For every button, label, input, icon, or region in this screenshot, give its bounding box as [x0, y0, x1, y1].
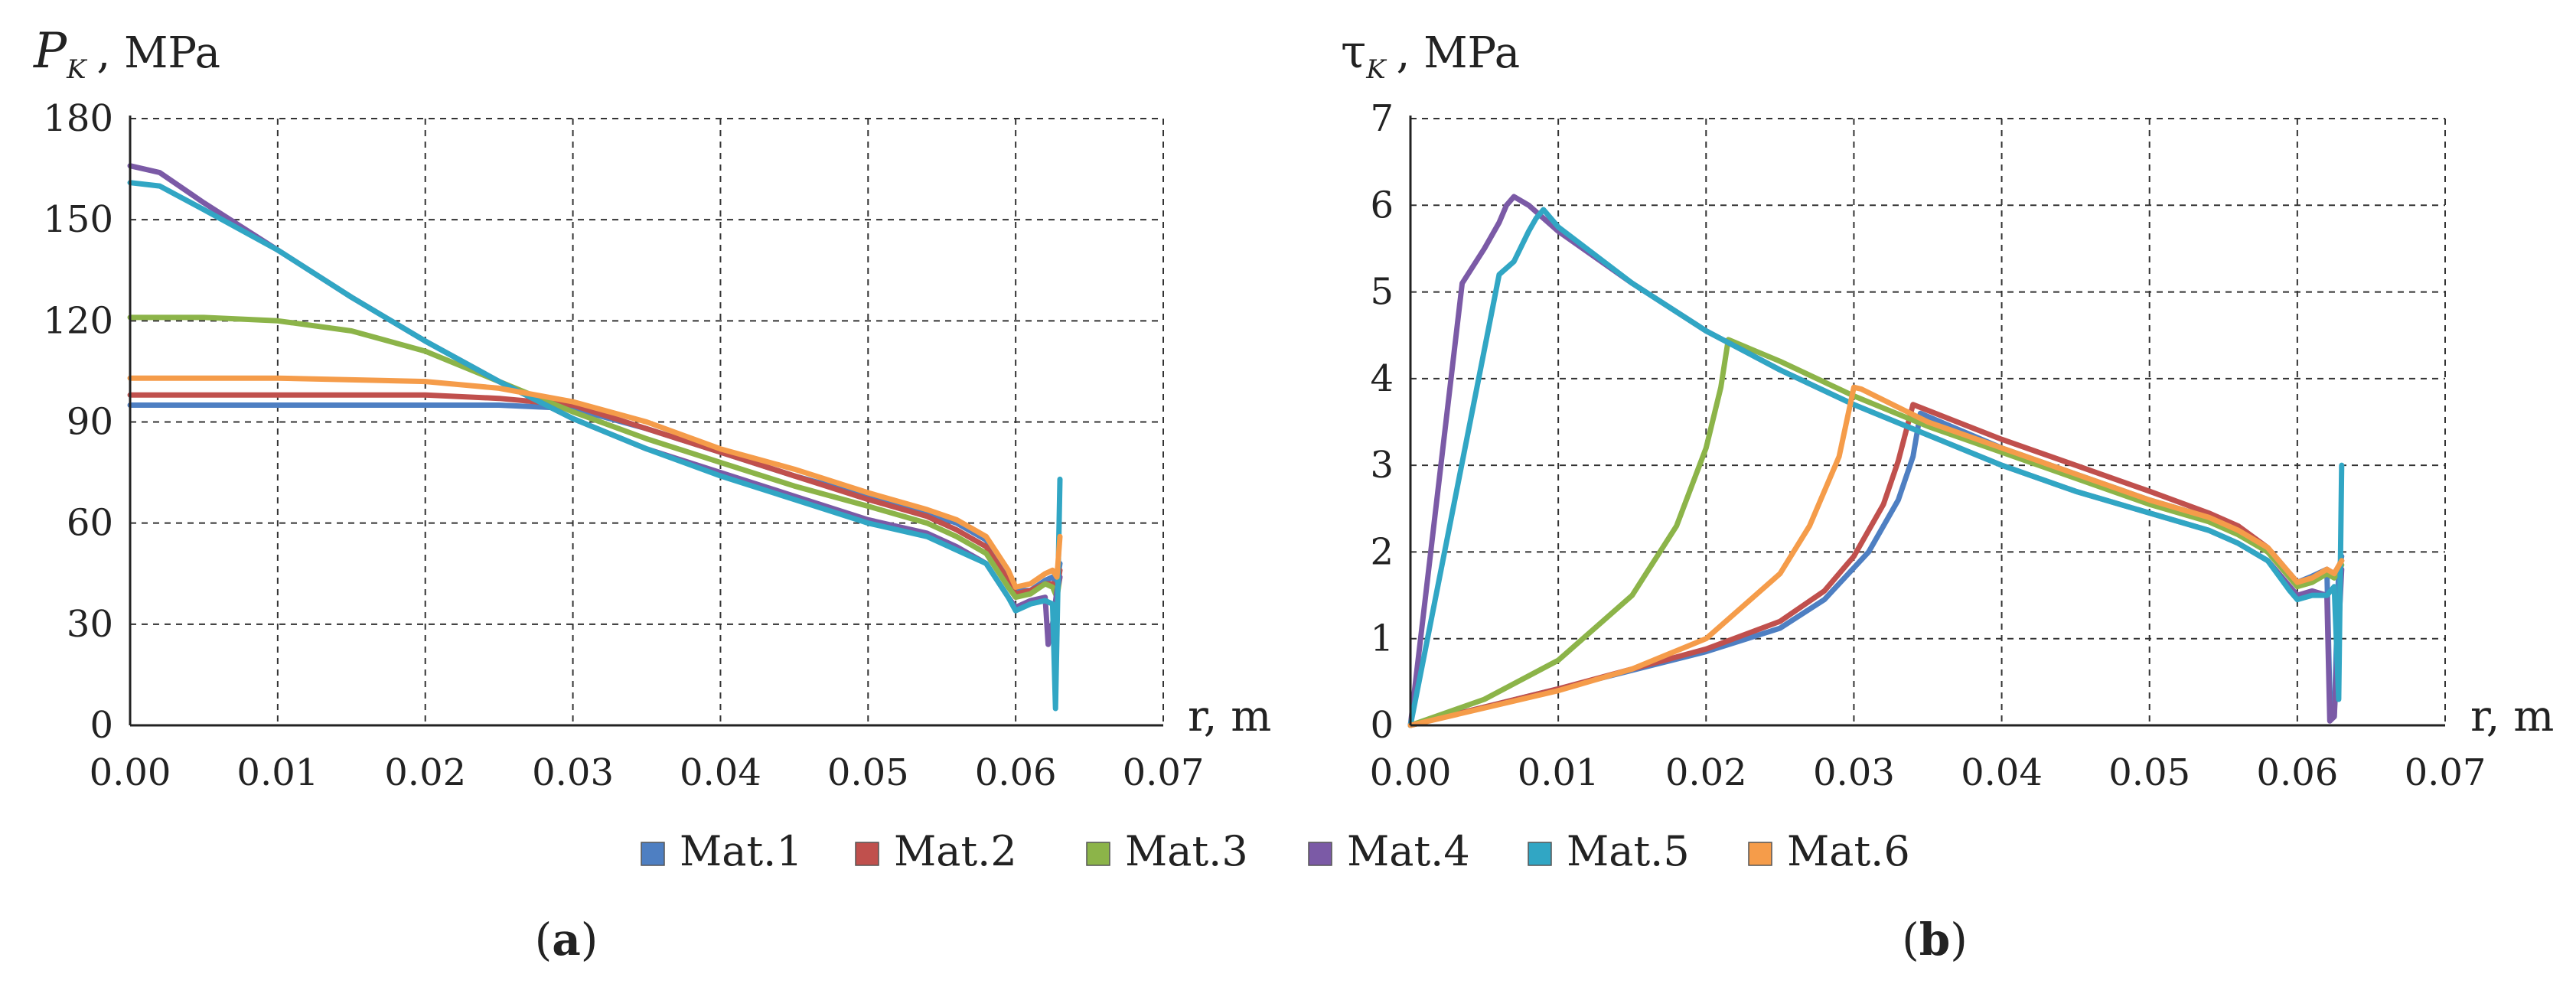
y-tick-label-a-0: 0 — [90, 704, 113, 747]
x-tick-label-a-7: 0.07 — [1123, 751, 1205, 794]
panel-label-b: (b) — [1902, 914, 1968, 966]
grid-a — [130, 118, 1164, 725]
legend-label-5: Mat.5 — [1567, 827, 1690, 875]
legend-label-1: Mat.1 — [680, 827, 803, 875]
legend-label-3: Mat.3 — [1125, 827, 1248, 875]
legend-label-6: Mat.6 — [1787, 827, 1910, 875]
legend-swatch-3 — [1086, 842, 1110, 866]
y-axis-unit-a: , MPa — [96, 28, 220, 78]
x-tick-label-b-5: 0.05 — [2108, 751, 2190, 794]
panel-label-a-close: ) — [581, 914, 598, 966]
x-tick-label-a-3: 0.03 — [532, 751, 614, 794]
legend-label-2: Mat.2 — [894, 827, 1017, 875]
y-axis-subscript-a: K — [66, 54, 88, 85]
panel-label-a-open: ( — [535, 914, 553, 966]
x-axis-label-b: r, m — [2470, 692, 2554, 741]
legend-swatch-6 — [1748, 842, 1772, 866]
y-tick-label-b-5: 5 — [1370, 271, 1394, 314]
panel-label-b-open: ( — [1902, 914, 1919, 966]
series-line-b-mat1 — [1407, 410, 2345, 728]
legend: Mat.1 Mat.2 Mat.3 Mat.4 Mat.5 Mat.6 — [641, 827, 1910, 875]
series-line-a-mat3 — [127, 314, 1063, 601]
x-tick-label-b-3: 0.03 — [1813, 751, 1895, 794]
grid-b — [1410, 118, 2446, 725]
x-tick-label-a-0: 0.00 — [90, 751, 171, 794]
y-axis-label-a: PK , MPa — [33, 23, 220, 85]
series-line-b-mat5 — [1407, 207, 2345, 728]
y-tick-label-a-5: 150 — [43, 198, 113, 241]
x-tick-label-b-0: 0.00 — [1370, 751, 1452, 794]
y-tick-label-b-7: 7 — [1370, 97, 1394, 140]
y-tick-label-b-3: 3 — [1370, 444, 1394, 487]
y-tick-label-b-2: 2 — [1370, 530, 1394, 573]
y-tick-label-a-3: 90 — [67, 401, 113, 444]
series-line-a-mat6 — [127, 375, 1063, 590]
y-tick-label-b-4: 4 — [1370, 357, 1394, 400]
y-axis-symbol-a: P — [33, 23, 67, 80]
x-tick-label-b-1: 0.01 — [1518, 751, 1599, 794]
x-tick-label-a-1: 0.01 — [236, 751, 318, 794]
y-tick-label-b-1: 1 — [1370, 617, 1394, 660]
y-tick-label-b-6: 6 — [1370, 184, 1394, 226]
x-axis-label-a: r, m — [1188, 692, 1271, 741]
x-tick-label-b-6: 0.06 — [2256, 751, 2338, 794]
legend-swatch-5 — [1528, 842, 1552, 866]
y-axis-unit-b: , MPa — [1397, 28, 1521, 78]
legend-swatch-1 — [641, 842, 665, 866]
series-line-b-mat2 — [1407, 402, 2345, 728]
y-axis-label-b: τK , MPa — [1341, 25, 1520, 85]
legend-swatch-2 — [855, 842, 879, 866]
series-line-b-mat3 — [1407, 337, 2345, 728]
y-axis-subscript-b: K — [1365, 54, 1387, 85]
series-line-b-mat6 — [1407, 384, 2345, 728]
series-line-b-mat4 — [1407, 194, 2345, 728]
y-tick-label-a-2: 60 — [67, 502, 113, 545]
y-axis-symbol-b: τ — [1341, 25, 1366, 79]
series-layer-a — [127, 163, 1063, 712]
x-tick-label-a-5: 0.05 — [827, 751, 909, 794]
y-tick-label-b-0: 0 — [1370, 704, 1394, 747]
legend-label-4: Mat.4 — [1347, 827, 1470, 875]
series-line-a-mat1 — [127, 402, 1063, 594]
chart-panel-b: 0.00 0.01 0.02 0.03 0.04 0.05 0.06 0.07 0 1 2 3 4 5 6 7… — [1341, 25, 2554, 966]
panel-label-b-letter: b — [1919, 914, 1951, 966]
y-tick-label-a-1: 30 — [67, 603, 113, 646]
x-tick-label-a-2: 0.02 — [384, 751, 466, 794]
y-tick-label-a-6: 180 — [43, 97, 113, 140]
panel-label-b-close: ) — [1950, 914, 1968, 966]
panel-label-a: (a) — [535, 914, 598, 966]
x-tick-label-b-4: 0.04 — [1961, 751, 2043, 794]
series-layer-b — [1407, 194, 2345, 728]
panel-label-a-letter: a — [552, 914, 581, 966]
y-tick-label-a-4: 120 — [43, 299, 113, 342]
ticks-a: 0.00 0.01 0.02 0.03 0.04 0.05 0.06 0.07 0 30 60 90 1… — [43, 97, 1204, 794]
ticks-b: 0.00 0.01 0.02 0.03 0.04 0.05 0.06 0.07 0 1 2 3 4 5 6 7 — [1370, 97, 2486, 794]
series-line-a-mat5 — [127, 180, 1063, 712]
chart-panel-a: 0.00 0.01 0.02 0.03 0.04 0.05 0.06 0.07 0 30 60 90 1… — [33, 23, 1271, 966]
legend-swatch-4 — [1308, 842, 1332, 866]
x-tick-label-b-2: 0.02 — [1665, 751, 1747, 794]
x-tick-label-b-7: 0.07 — [2405, 751, 2486, 794]
x-tick-label-a-4: 0.04 — [680, 751, 761, 794]
x-tick-label-a-6: 0.06 — [975, 751, 1057, 794]
